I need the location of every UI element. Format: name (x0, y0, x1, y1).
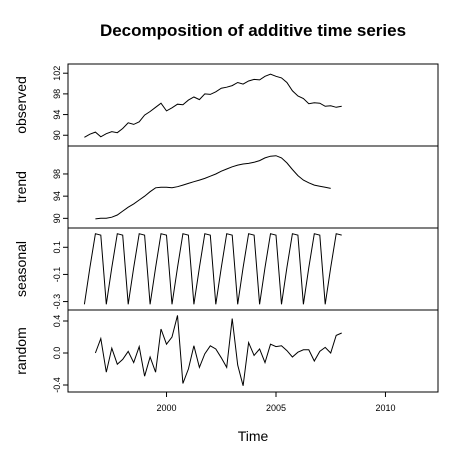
panel-trend: 90 94 98 trend (13, 145, 439, 229)
y-tick-label-random-2: 0.4 (52, 315, 62, 328)
y-tick-label-observed-0: 90 (52, 130, 62, 140)
y-axis-label-observed: observed (13, 76, 29, 134)
y-tick-label-trend-1: 94 (52, 191, 62, 201)
y-axis-label-trend: trend (13, 171, 29, 203)
series-line-random (94, 315, 342, 386)
y-tick-label-observed-1: 94 (52, 110, 62, 120)
panel-random: -0.4 0.0 0.4 random (13, 309, 439, 393)
panel-seasonal: -0.3 -0.1 0.1 seasonal (13, 227, 439, 311)
x-tick-label-0: 2000 (157, 403, 177, 413)
chart-title: Decomposition of additive time series (100, 21, 406, 40)
x-tick-label-1: 2005 (266, 403, 286, 413)
x-axis-label: Time (238, 428, 269, 444)
series-line-seasonal (83, 233, 342, 305)
y-tick-label-observed-3: 102 (52, 66, 62, 81)
y-tick-label-trend-0: 90 (52, 213, 62, 223)
panel-observed: 90 94 98 102 observed (13, 63, 439, 147)
y-tick-label-seasonal-1: -0.1 (52, 267, 62, 283)
y-tick-label-trend-2: 98 (52, 169, 62, 179)
x-axis: 2000 2005 2010 (157, 392, 395, 413)
panel-frame-random (67, 309, 439, 393)
y-axis-label-random: random (13, 327, 29, 374)
y-tick-label-seasonal-0: -0.3 (52, 294, 62, 310)
panels-group: 90 94 98 102 observed 90 94 98 trend -0.3 -0.1 0.1 s… (13, 63, 439, 393)
series-line-trend (95, 155, 331, 220)
x-tick-label-2: 2010 (375, 403, 395, 413)
y-axis-label-seasonal: seasonal (13, 241, 29, 297)
panel-frame-observed (67, 63, 439, 147)
y-tick-label-random-0: -0.4 (52, 377, 62, 393)
series-line-observed (84, 73, 342, 138)
y-tick-label-seasonal-2: 0.1 (52, 241, 62, 254)
y-tick-label-random-1: 0.0 (52, 347, 62, 360)
y-tick-label-observed-2: 98 (52, 89, 62, 99)
panel-frame-trend (67, 145, 439, 229)
